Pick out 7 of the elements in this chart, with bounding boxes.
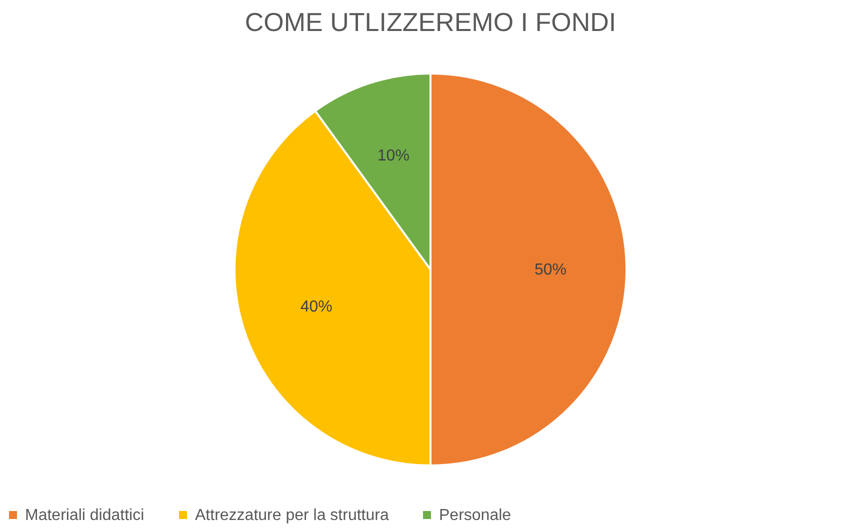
data-label: 10% <box>377 147 410 164</box>
data-label: 40% <box>300 298 332 316</box>
legend-label: Personale <box>439 507 512 524</box>
legend-label: Attrezzature per la struttura <box>195 507 389 524</box>
data-label: 50% <box>534 262 567 278</box>
legend-label: Materiali didattici <box>25 507 144 524</box>
chart-title: COME UTLIZZEREMO I FONDI <box>244 7 616 37</box>
